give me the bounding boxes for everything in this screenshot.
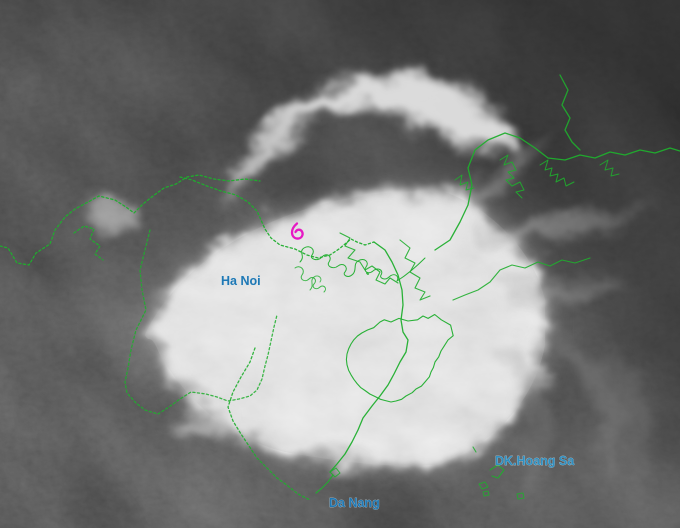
svg-text:DK.Hoang Sa: DK.Hoang Sa — [495, 454, 575, 468]
svg-text:Da Nang: Da Nang — [329, 496, 380, 510]
svg-text:Ha Noi: Ha Noi — [221, 274, 261, 288]
